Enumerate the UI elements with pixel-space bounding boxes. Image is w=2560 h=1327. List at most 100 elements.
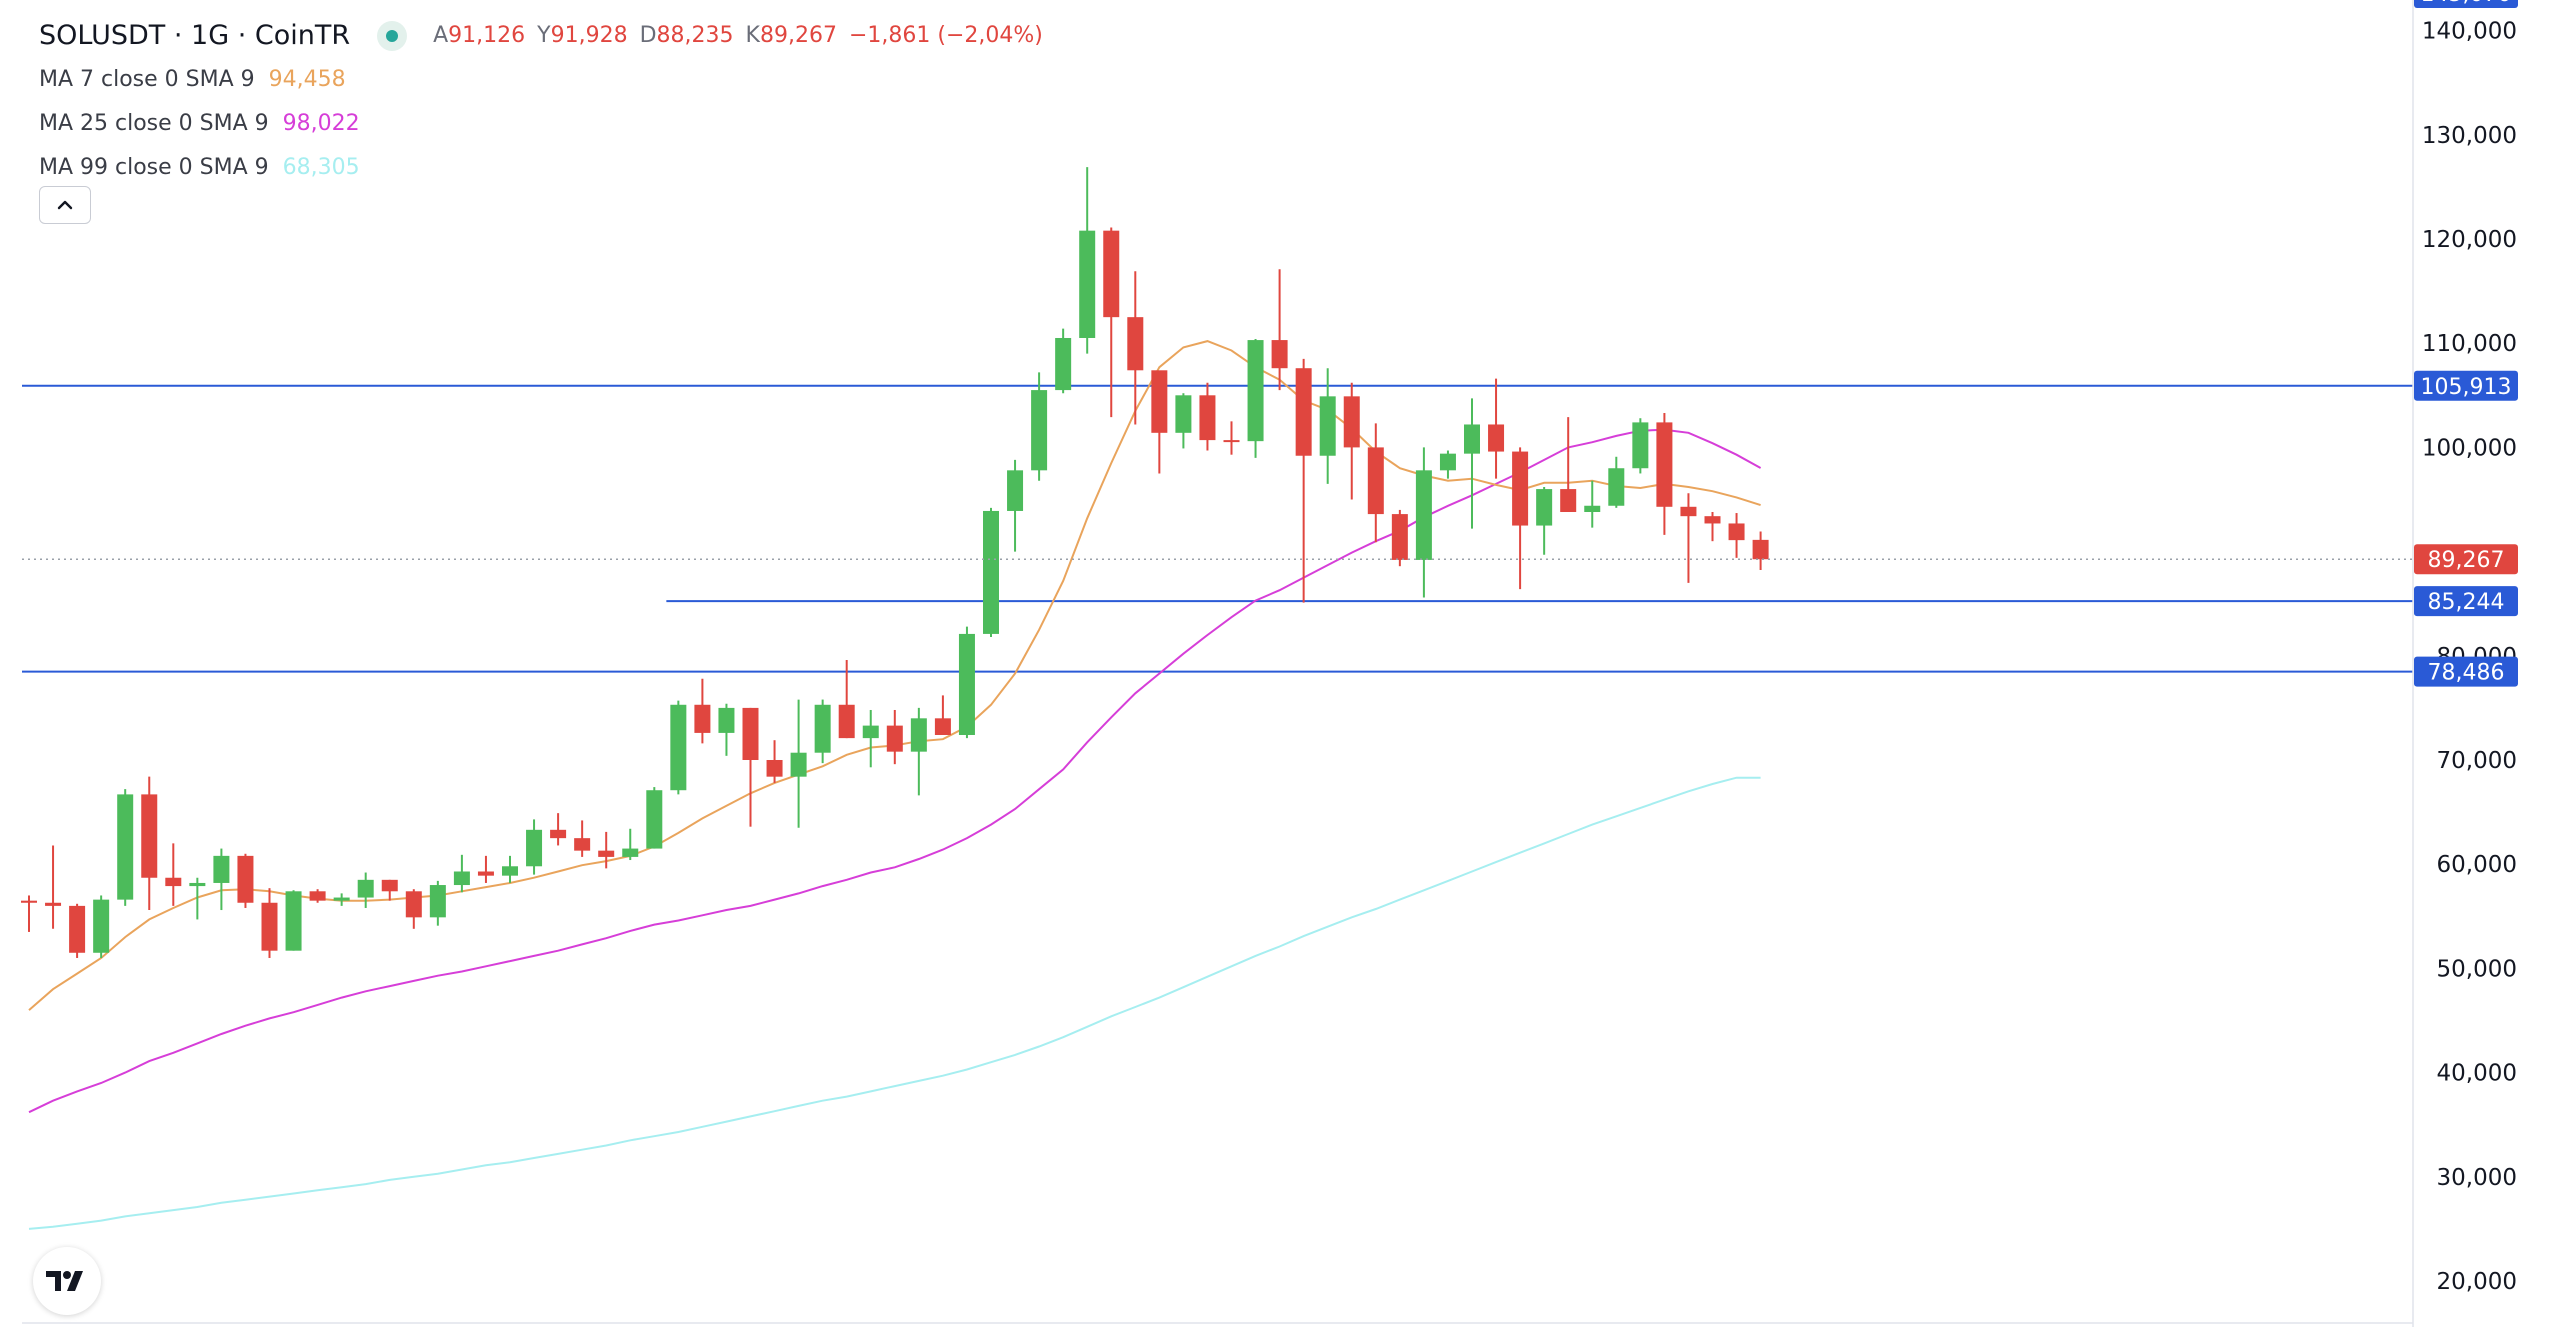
indicator-row-ma99[interactable]: MA 99 close 0 SMA 9 68,305 xyxy=(39,146,1055,190)
candle[interactable] xyxy=(1560,417,1577,513)
candle[interactable] xyxy=(429,880,446,926)
candle[interactable] xyxy=(1439,450,1456,479)
candle[interactable] xyxy=(261,888,278,958)
candle[interactable] xyxy=(1608,456,1625,508)
candle[interactable] xyxy=(1007,459,1024,552)
candle[interactable] xyxy=(1319,368,1336,484)
candle[interactable] xyxy=(333,893,350,906)
candle[interactable] xyxy=(93,895,110,958)
candle-body xyxy=(1103,230,1120,318)
candle[interactable] xyxy=(189,877,206,920)
candle[interactable] xyxy=(1391,509,1408,567)
candle[interactable] xyxy=(598,831,615,869)
candle[interactable] xyxy=(381,879,398,901)
ohlc-high-value: 91,928 xyxy=(550,23,628,48)
candle[interactable] xyxy=(1031,372,1048,481)
indicator-row-ma25[interactable]: MA 25 close 0 SMA 9 98,022 xyxy=(39,102,1055,146)
candle[interactable] xyxy=(983,507,999,638)
candle[interactable] xyxy=(117,789,134,906)
candle[interactable] xyxy=(141,776,158,911)
candle[interactable] xyxy=(718,703,735,756)
chevron-up-icon xyxy=(57,200,73,210)
candle[interactable] xyxy=(1464,398,1480,529)
candle[interactable] xyxy=(1175,393,1192,449)
candle[interactable] xyxy=(1632,418,1649,474)
candle[interactable] xyxy=(1079,167,1096,354)
candles[interactable] xyxy=(21,167,1769,958)
candle[interactable] xyxy=(1536,486,1553,555)
collapse-legend-button[interactable] xyxy=(39,186,91,224)
price-axis[interactable]: 140,000130,000120,000110,000100,00080,00… xyxy=(2422,19,2517,1295)
candle[interactable] xyxy=(910,707,927,796)
candle[interactable] xyxy=(1199,382,1216,451)
horizontal-levels[interactable] xyxy=(22,384,2413,673)
candle[interactable] xyxy=(285,890,302,951)
candle[interactable] xyxy=(574,820,591,857)
candle[interactable] xyxy=(790,699,807,828)
candle[interactable] xyxy=(165,843,182,906)
candle[interactable] xyxy=(237,853,254,908)
candle-body xyxy=(718,707,735,733)
candle[interactable] xyxy=(814,699,831,764)
candle[interactable] xyxy=(550,813,567,846)
candle-body xyxy=(1728,523,1745,541)
candle-body xyxy=(526,829,543,867)
candle[interactable] xyxy=(526,819,543,875)
candle[interactable] xyxy=(1584,480,1601,528)
candle[interactable] xyxy=(1656,413,1673,535)
candle[interactable] xyxy=(1752,531,1769,570)
candle[interactable] xyxy=(934,695,951,735)
candle[interactable] xyxy=(1223,421,1240,455)
candle[interactable] xyxy=(1704,512,1721,542)
candle[interactable] xyxy=(958,626,975,739)
candle[interactable] xyxy=(309,889,326,903)
candle[interactable] xyxy=(502,855,518,883)
candle[interactable] xyxy=(1367,423,1384,543)
candle[interactable] xyxy=(1247,339,1264,458)
candle-body xyxy=(429,885,446,918)
candle[interactable] xyxy=(1728,513,1745,558)
candle[interactable] xyxy=(766,740,783,783)
candle[interactable] xyxy=(1512,447,1529,590)
candle[interactable] xyxy=(405,889,422,929)
candle[interactable] xyxy=(213,848,230,911)
candle[interactable] xyxy=(453,854,470,893)
candle[interactable] xyxy=(69,903,86,958)
candle[interactable] xyxy=(1343,382,1360,500)
candle[interactable] xyxy=(1103,227,1120,418)
candle[interactable] xyxy=(1488,378,1505,479)
symbol-title[interactable]: SOLUSDT · 1G · CoinTR xyxy=(39,20,351,51)
candle[interactable] xyxy=(1271,269,1288,391)
candle-body xyxy=(1704,516,1721,524)
candle[interactable] xyxy=(477,855,494,883)
market-status-icon[interactable] xyxy=(377,21,408,51)
candle[interactable] xyxy=(742,707,759,827)
candle[interactable] xyxy=(1055,328,1072,394)
candle[interactable] xyxy=(1415,447,1432,598)
candle[interactable] xyxy=(45,845,62,929)
candle[interactable] xyxy=(862,709,879,768)
candle[interactable] xyxy=(838,659,855,739)
candle[interactable] xyxy=(21,895,37,932)
candle[interactable] xyxy=(1151,370,1168,474)
candle[interactable] xyxy=(886,709,903,765)
candle-body xyxy=(622,848,639,857)
candle[interactable] xyxy=(1680,493,1697,583)
candle-body xyxy=(766,760,783,777)
candle[interactable] xyxy=(670,700,687,795)
candle[interactable] xyxy=(646,787,663,849)
candle[interactable] xyxy=(1295,358,1312,603)
tradingview-logo-icon[interactable] xyxy=(33,1247,101,1315)
candle[interactable] xyxy=(1127,271,1144,425)
candle[interactable] xyxy=(694,678,711,744)
candle-body xyxy=(886,725,903,752)
candle[interactable] xyxy=(357,872,374,908)
indicator-row-ma7[interactable]: MA 7 close 0 SMA 9 94,458 xyxy=(39,58,1055,102)
ohlc-open-value: 91,126 xyxy=(448,23,526,48)
candle-body xyxy=(45,902,62,906)
ma25-line xyxy=(28,428,1762,1114)
candle-body xyxy=(670,704,687,791)
candle[interactable] xyxy=(622,828,639,861)
top-partial-badge: 145,070 xyxy=(2414,0,2518,8)
